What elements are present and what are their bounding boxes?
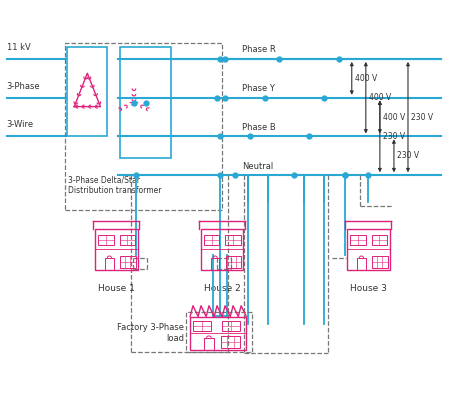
Bar [372,235,387,244]
Text: 230 V: 230 V [411,112,433,121]
Bar [211,258,219,270]
Bar [372,256,388,268]
Text: 3-Phase Delta/Star
Distribution transformer: 3-Phase Delta/Star Distribution transfor… [68,176,162,195]
Text: 3-Phase: 3-Phase [7,82,40,91]
Bar [220,336,240,348]
Bar [201,229,243,270]
Text: Neutral: Neutral [242,162,273,171]
Bar [204,235,219,244]
Bar [120,47,172,158]
Bar [95,229,137,270]
Text: Factory 3-Phase
load: Factory 3-Phase load [118,323,184,343]
Bar [226,235,241,244]
Bar [120,235,135,244]
Text: 3-Wire: 3-Wire [7,121,34,129]
Bar [67,47,107,136]
Bar [105,258,114,270]
Text: 230 V: 230 V [383,132,405,141]
Bar [357,258,365,270]
Text: 11 kV: 11 kV [7,43,30,52]
Bar [204,338,214,349]
Text: 400 V: 400 V [355,74,377,83]
Bar [186,312,252,353]
Bar [347,229,390,270]
Bar [222,321,240,331]
Bar [120,256,136,268]
Text: House 1: House 1 [98,284,135,293]
Bar [226,256,241,268]
Bar [64,44,221,210]
Text: 400 V: 400 V [383,112,405,121]
Text: Phase Y: Phase Y [242,84,274,93]
Text: Phase R: Phase R [242,45,275,54]
Bar [98,235,114,244]
Bar [350,235,365,244]
Bar [190,317,246,349]
Bar [193,321,211,331]
Text: 230 V: 230 V [397,151,419,160]
Text: Phase B: Phase B [242,123,275,132]
Text: House 2: House 2 [204,284,240,293]
Text: House 3: House 3 [350,284,387,293]
Text: 400 V: 400 V [369,93,392,102]
